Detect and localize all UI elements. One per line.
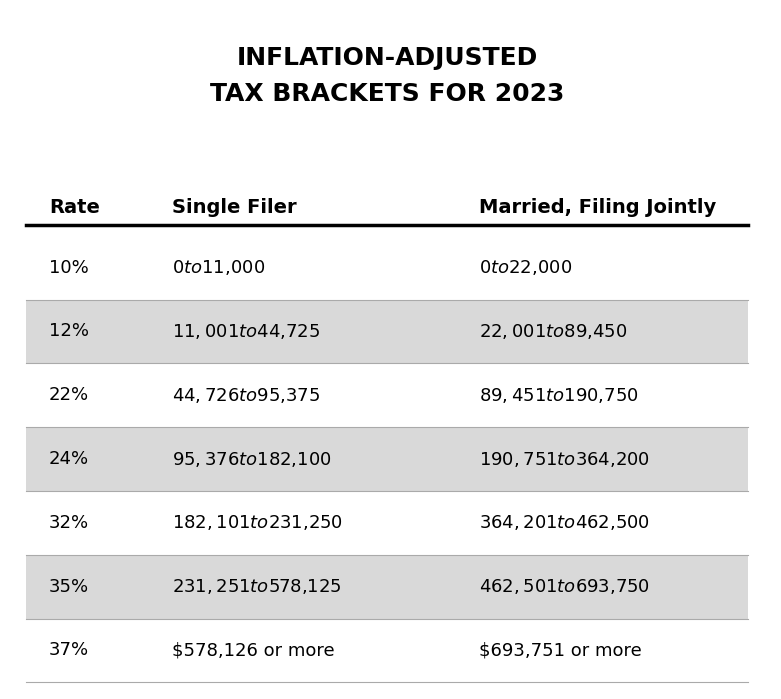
Text: $364,201 to $462,500: $364,201 to $462,500	[479, 513, 650, 533]
Text: $0 to $22,000: $0 to $22,000	[479, 258, 572, 278]
Text: 10%: 10%	[49, 259, 88, 277]
Text: 32%: 32%	[49, 514, 89, 532]
Text: $11,001 to $44,725: $11,001 to $44,725	[172, 322, 319, 341]
Text: $89,451 to $190,750: $89,451 to $190,750	[479, 386, 639, 405]
Text: 22%: 22%	[49, 387, 89, 404]
Text: Married, Filing Jointly: Married, Filing Jointly	[479, 198, 716, 217]
FancyBboxPatch shape	[26, 300, 748, 363]
Text: $95,376 to $182,100: $95,376 to $182,100	[172, 449, 331, 468]
Text: 35%: 35%	[49, 577, 89, 596]
Text: Rate: Rate	[49, 198, 100, 217]
Text: $190,751 to $364,200: $190,751 to $364,200	[479, 449, 650, 468]
Text: $182,101 to $231,250: $182,101 to $231,250	[172, 513, 343, 533]
Text: $22,001 to $89,450: $22,001 to $89,450	[479, 322, 627, 341]
Text: 24%: 24%	[49, 450, 89, 468]
FancyBboxPatch shape	[26, 427, 748, 491]
Text: 12%: 12%	[49, 322, 89, 340]
Text: Single Filer: Single Filer	[172, 198, 297, 217]
Text: TAX BRACKETS FOR 2023: TAX BRACKETS FOR 2023	[209, 82, 564, 106]
Text: INFLATION-ADJUSTED: INFLATION-ADJUSTED	[236, 46, 537, 71]
FancyBboxPatch shape	[26, 555, 748, 619]
Text: $231,251 to $578,125: $231,251 to $578,125	[172, 577, 341, 596]
Text: $462,501 to $693,750: $462,501 to $693,750	[479, 577, 650, 596]
Text: $0 to $11,000: $0 to $11,000	[172, 258, 265, 278]
Text: $578,126 or more: $578,126 or more	[172, 642, 334, 659]
Text: $693,751 or more: $693,751 or more	[479, 642, 642, 659]
Text: 37%: 37%	[49, 642, 89, 659]
Text: $44,726 to $95,375: $44,726 to $95,375	[172, 386, 319, 405]
